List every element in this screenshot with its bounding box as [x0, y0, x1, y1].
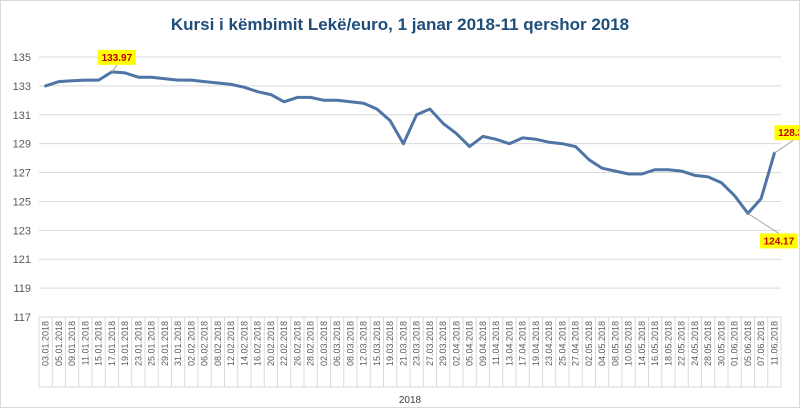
callout-leader: [747, 213, 780, 234]
x-axis-ticks: 03.01.2018 05.01.2018 09.01.2018 11.01.2018…: [38, 317, 782, 387]
x-tick-label: 08.02.2018: [213, 321, 223, 366]
y-tick-label: 131: [13, 110, 31, 122]
x-tick-label: 16.05.2018: [650, 321, 660, 366]
x-tick-label: 10.05.2018: [624, 321, 634, 366]
x-tick-label: 03.01.2018: [41, 321, 51, 366]
annotation-callouts: 133.97 124.17 128.34: [97, 49, 799, 249]
x-tick-label: 06.03.2018: [332, 321, 342, 366]
callout-value: 133.97: [102, 53, 133, 64]
callout-value: 124.17: [764, 236, 795, 247]
y-tick-label: 119: [13, 283, 31, 295]
y-axis-ticks: 117 119 121 123 125 127 129 131 133 135: [13, 52, 31, 324]
y-tick-label: 129: [13, 139, 31, 151]
x-tick-label: 19.03.2018: [385, 321, 395, 366]
x-tick-label: 04.05.2018: [597, 321, 607, 366]
x-tick-label: 23.03.2018: [412, 321, 422, 366]
callout-box: [97, 49, 136, 65]
x-tick-label: 17.01.2018: [107, 321, 117, 366]
x-tick-label: 11.04.2018: [491, 321, 501, 365]
x-tick-label: 25.01.2018: [147, 321, 157, 366]
x-tick-label: 29.03.2018: [438, 321, 448, 366]
x-tick-label: 27.03.2018: [425, 321, 435, 366]
series-line: [44, 70, 776, 215]
x-tick-label: 15.01.2018: [94, 321, 104, 366]
x-tick-label: 11.06.2018: [769, 321, 779, 365]
x-tick-label: 27.04.2018: [571, 321, 581, 366]
x-tick-label: 08.03.2018: [345, 321, 355, 366]
y-tick-label: 117: [13, 312, 31, 324]
x-tick-label: 14.05.2018: [637, 321, 647, 366]
callout-leader: [111, 64, 118, 73]
x-tick-label: 18.05.2018: [663, 321, 673, 366]
x-tick-label: 30.05.2018: [716, 321, 726, 366]
x-tick-label: 13.04.2018: [504, 321, 514, 366]
callout-box: [774, 125, 799, 141]
x-tick-label: 19.01.2018: [120, 321, 130, 366]
series-group: [44, 70, 776, 215]
y-tick-label: 125: [13, 196, 31, 208]
x-tick-label: 26.02.2018: [292, 321, 302, 366]
x-tick-label: 28.05.2018: [703, 321, 713, 366]
x-tick-label: 15.03.2018: [372, 321, 382, 366]
x-tick-label: 09.04.2018: [478, 321, 488, 366]
callout-leader: [774, 139, 794, 154]
x-tick-label: 29.01.2018: [160, 321, 170, 366]
x-tick-label: 25.04.2018: [557, 321, 567, 366]
x-tick-label: 11.01.2018: [80, 321, 90, 365]
x-tick-label: 17.04.2018: [518, 321, 528, 366]
x-tick-label: 24.05.2018: [690, 321, 700, 366]
x-tick-label: 20.02.2018: [266, 321, 276, 366]
x-tick-label: 14.02.2018: [239, 321, 249, 366]
x-tick-label: 12.02.2018: [226, 321, 236, 366]
x-tick-label: 22.02.2018: [279, 321, 289, 366]
y-tick-label: 121: [13, 254, 31, 266]
data-label-callout: 124.17: [747, 213, 798, 249]
x-tick-label: 01.06.2018: [730, 321, 740, 366]
callout-box: [759, 233, 798, 249]
x-tick-label: 12.03.2018: [359, 321, 369, 366]
x-tick-label: 16.02.2018: [253, 321, 263, 366]
x-tick-label: 02.02.2018: [186, 321, 196, 366]
x-tick-label: 08.05.2018: [610, 321, 620, 366]
callout-value: 128.34: [778, 128, 799, 139]
y-tick-label: 127: [13, 168, 31, 180]
x-tick-label: 09.01.2018: [67, 321, 77, 366]
x-tick-label: 02.03.2018: [319, 321, 329, 366]
x-tick-label: 05.06.2018: [743, 321, 753, 366]
x-tick-label: 05.01.2018: [54, 321, 64, 366]
x-tick-label: 02.04.2018: [451, 321, 461, 366]
x-tick-label: 05.04.2018: [465, 321, 475, 366]
x-tick-label: 21.03.2018: [398, 321, 408, 366]
x-tick-label: 28.02.2018: [306, 321, 316, 366]
gridlines: [39, 56, 781, 318]
y-tick-label: 123: [13, 225, 31, 237]
x-tick-label: 02.05.2018: [584, 321, 594, 366]
x-tick-label: 23.04.2018: [544, 321, 554, 366]
x-tick-label: 06.02.2018: [200, 321, 210, 366]
data-label-callout: 128.34: [774, 125, 799, 154]
x-axis-group-label: 2018: [399, 395, 422, 406]
chart-title: Kursi i këmbimit Lekë/euro, 1 janar 2018…: [170, 15, 630, 34]
x-tick-label: 23.01.2018: [133, 321, 143, 366]
x-tick-label: 22.05.2018: [677, 321, 687, 366]
x-tick-label: 19.04.2018: [531, 321, 541, 366]
y-tick-label: 135: [13, 52, 31, 64]
x-tick-label: 31.01.2018: [173, 321, 183, 366]
data-label-callout: 133.97: [97, 49, 136, 73]
x-tick-label: 07.06.2018: [756, 321, 766, 366]
y-tick-label: 133: [13, 81, 31, 93]
